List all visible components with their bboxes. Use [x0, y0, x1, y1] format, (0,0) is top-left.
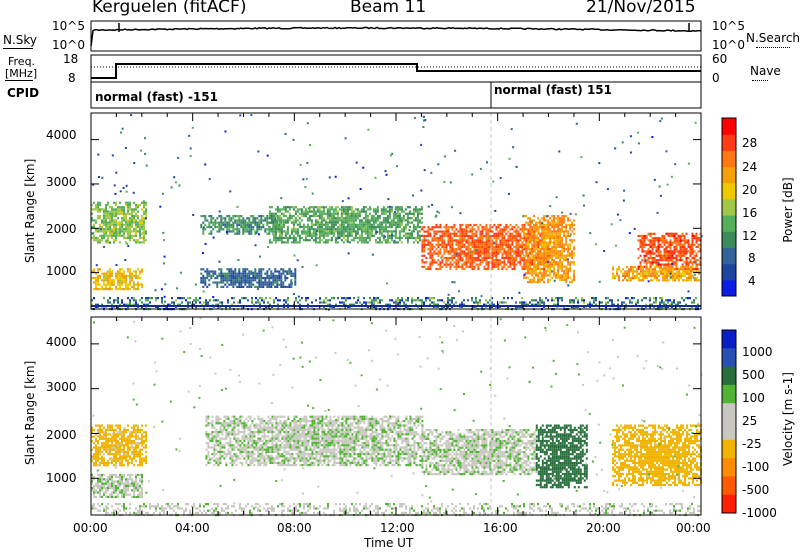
velocity-ytick-1000: 1000 — [46, 471, 77, 485]
freq-legend-line — [5, 80, 33, 81]
freq-left-tick-top: 18 — [63, 52, 79, 66]
freq-panel-frame — [90, 54, 702, 83]
nave-right-tick-bottom: 0 — [712, 71, 720, 85]
velocity-cb-tick-500: 500 — [742, 368, 765, 382]
power-panel-scatter-echoes — [92, 114, 703, 311]
power-panel-near-range-band — [91, 297, 699, 311]
noise-right-tick-top: 10^5 — [712, 19, 745, 33]
cpid-mode-1: normal (fast) -151 — [95, 90, 218, 104]
xtick-0: 00:00 — [73, 521, 108, 535]
power-panel-echo-region-2 — [200, 215, 283, 235]
power-ytick-1000: 1000 — [46, 264, 77, 278]
velocity-panel-echo-region-1 — [91, 473, 143, 498]
cpid-mode-2: normal (fast) 151 — [494, 83, 612, 97]
velocity-cb-tick-1000: 1000 — [742, 345, 773, 359]
noise-sky-label: N.Sky — [3, 33, 38, 47]
power-cb-tick-8: 8 — [748, 251, 756, 265]
power-ytick-4000: 4000 — [46, 128, 77, 142]
velocity-ytick-3000: 3000 — [46, 380, 77, 394]
velocity-panel-echo-region-5 — [612, 424, 702, 487]
power-colorbar — [722, 118, 736, 297]
velocity-cb-tick-25: 25 — [742, 414, 758, 428]
xtick-5: 20:00 — [586, 521, 621, 535]
xtick-6: 00:00 — [676, 521, 711, 535]
noise-search-legend-line — [756, 47, 790, 48]
power-panel-echo-region-8 — [612, 266, 700, 282]
velocity-panel-echo-region-2 — [205, 415, 424, 467]
xtick-3: 12:00 — [380, 521, 415, 535]
power-cb-tick-4: 4 — [748, 274, 756, 288]
velocity-ytick-2000: 2000 — [46, 428, 77, 442]
nave-right-tick-top: 60 — [712, 52, 728, 66]
noise-search-label: N.Search — [746, 31, 800, 45]
velocity-cb-tick-neg25: -25 — [742, 437, 762, 451]
velocity-cb-tick-100: 100 — [742, 391, 765, 405]
power-panel-echo-region-6 — [523, 215, 576, 284]
power-ytick-2000: 2000 — [46, 222, 77, 236]
xtick-4: 16:00 — [483, 521, 518, 535]
velocity-panel-scatter-echoes — [91, 317, 703, 516]
power-cb-tick-16: 16 — [742, 206, 758, 220]
cpid-panel-frame — [90, 81, 702, 109]
power-panel-echo-region-1 — [91, 268, 143, 291]
noise-right-tick-bottom: 10^0 — [712, 38, 745, 52]
station-title: Kerguelen (fitACF) — [92, 0, 247, 17]
velocity-cb-tick-neg100: -100 — [742, 460, 770, 474]
cpid-label: CPID — [7, 86, 40, 100]
noise-sky-trace — [90, 26, 702, 47]
date-title: 21/Nov/2015 — [586, 0, 696, 17]
freq-unit-label: [MHz] — [5, 67, 38, 80]
x-axis-label: Time UT — [364, 536, 414, 550]
nave-legend-line — [752, 80, 768, 81]
velocity-colorbar — [722, 330, 736, 514]
noise-panel-frame — [90, 20, 702, 52]
power-cb-tick-28: 28 — [742, 136, 758, 150]
xtick-2: 08:00 — [277, 521, 312, 535]
power-panel-echo-region-7 — [637, 232, 702, 271]
freq-trace — [91, 63, 701, 79]
noise-left-tick-bottom: 10^0 — [52, 38, 85, 52]
velocity-cb-tick-neg500: -500 — [742, 483, 770, 497]
power-ytick-3000: 3000 — [46, 175, 77, 189]
power-cb-tick-12: 12 — [742, 229, 758, 243]
power-cb-tick-20: 20 — [742, 183, 758, 197]
beam-title: Beam 11 — [350, 0, 427, 17]
nave-label: Nave — [750, 64, 781, 78]
freq-label: Freq. — [8, 55, 36, 68]
velocity-ytick-4000: 4000 — [46, 335, 77, 349]
velocity-panel-echo-region-4 — [535, 424, 588, 489]
velocity-cb-tick-neg1000: -1000 — [742, 506, 777, 520]
velocity-colorbar-frame — [721, 329, 737, 514]
velocity-panel-echo-region-3 — [421, 429, 538, 476]
velocity-panel-frame — [90, 316, 702, 516]
velocity-panel-echo-region-0 — [91, 424, 147, 467]
power-panel-echo-region-4 — [268, 206, 423, 244]
noise-sky-legend-line — [3, 48, 33, 49]
power-panel-echo-region-3 — [200, 268, 297, 288]
xtick-1: 04:00 — [175, 521, 210, 535]
power-cb-tick-24: 24 — [742, 160, 758, 174]
noise-left-tick-top: 10^5 — [52, 19, 85, 33]
freq-left-tick-bottom: 8 — [68, 71, 76, 85]
power-panel-echo-region-0 — [91, 201, 147, 244]
power-colorbar-frame — [721, 117, 737, 297]
